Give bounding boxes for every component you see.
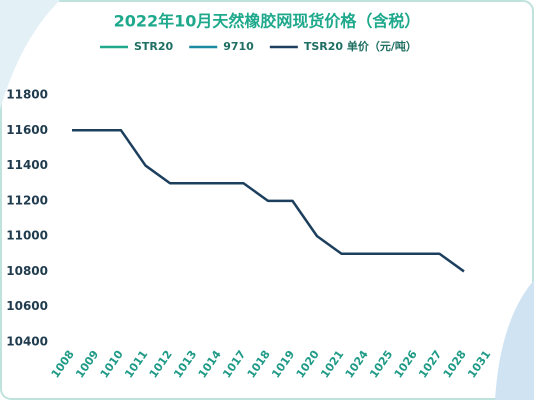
y-tick-label: 10600 bbox=[6, 299, 48, 313]
y-tick-label: 10400 bbox=[6, 335, 48, 349]
y-tick-label: 11000 bbox=[6, 229, 48, 243]
y-tick-label: 11200 bbox=[6, 193, 48, 207]
decor bbox=[495, 280, 534, 400]
legend-label: STR20 bbox=[134, 40, 174, 53]
series-line bbox=[72, 129, 465, 273]
legend-label: 9710 bbox=[223, 40, 254, 53]
legend-label: TSR20 单价（元/吨） bbox=[304, 39, 417, 53]
y-tick-label: 11600 bbox=[6, 123, 48, 137]
y-tick-label: 10800 bbox=[6, 264, 48, 278]
y-tick-label: 11400 bbox=[6, 158, 48, 172]
decor bbox=[0, 0, 60, 110]
chart-title: 2022年10月天然橡胶网现货价格（含税） bbox=[114, 12, 421, 31]
y-tick-label: 11800 bbox=[6, 88, 48, 102]
